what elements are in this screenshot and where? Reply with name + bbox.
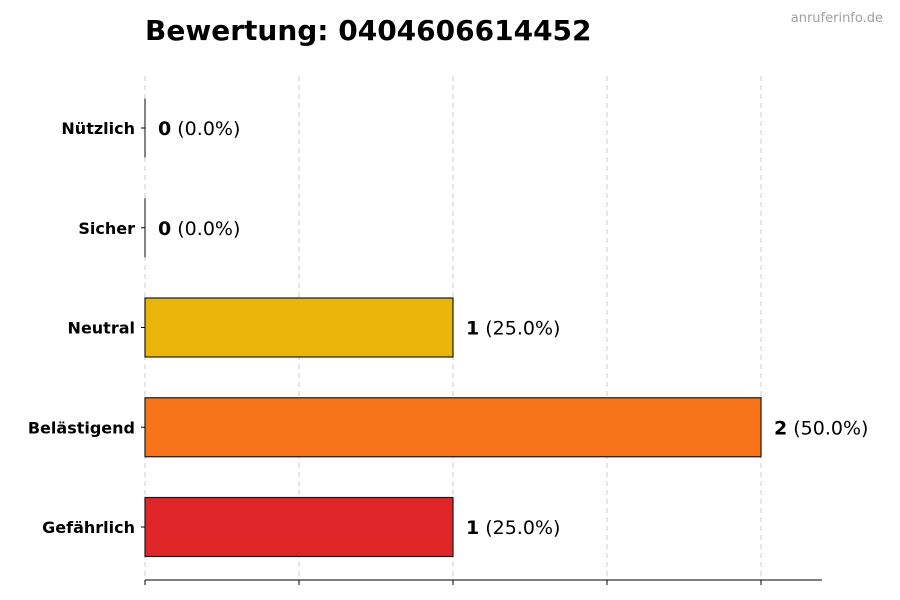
labels: Nützlich 0 (0.0%) Sicher 0 (0.0%) Neutral 1 (… <box>28 118 869 539</box>
value-count: 0 <box>158 218 171 240</box>
value-percent: (0.0%) <box>171 118 240 140</box>
bar <box>144 496 454 558</box>
category-label: Neutral <box>68 319 135 338</box>
bar <box>144 397 762 458</box>
value-label: 1 (25.0%) <box>466 318 560 340</box>
value-percent: (25.0%) <box>479 517 560 539</box>
category-label: Belästigend <box>28 418 135 437</box>
value-count: 1 <box>466 318 479 340</box>
value-percent: (50.0%) <box>787 417 868 439</box>
value-percent: (25.0%) <box>479 318 560 340</box>
value-percent: (0.0%) <box>171 218 240 240</box>
category-label: Sicher <box>78 219 135 238</box>
value-label: 0 (0.0%) <box>158 118 240 140</box>
value-count: 1 <box>466 517 479 539</box>
value-label: 0 (0.0%) <box>158 218 240 240</box>
chart-title: Bewertung: 0404606614452 <box>145 14 592 47</box>
category-label: Gefährlich <box>42 518 135 537</box>
value-label: 1 (25.0%) <box>466 517 560 539</box>
value-count: 0 <box>158 118 171 140</box>
axes <box>141 127 822 585</box>
value-label: 2 (50.0%) <box>774 417 868 439</box>
value-count: 2 <box>774 417 787 439</box>
bars <box>144 98 762 558</box>
bar <box>144 297 454 358</box>
watermark: anruferinfo.de <box>791 11 883 26</box>
category-label: Nützlich <box>61 119 135 138</box>
